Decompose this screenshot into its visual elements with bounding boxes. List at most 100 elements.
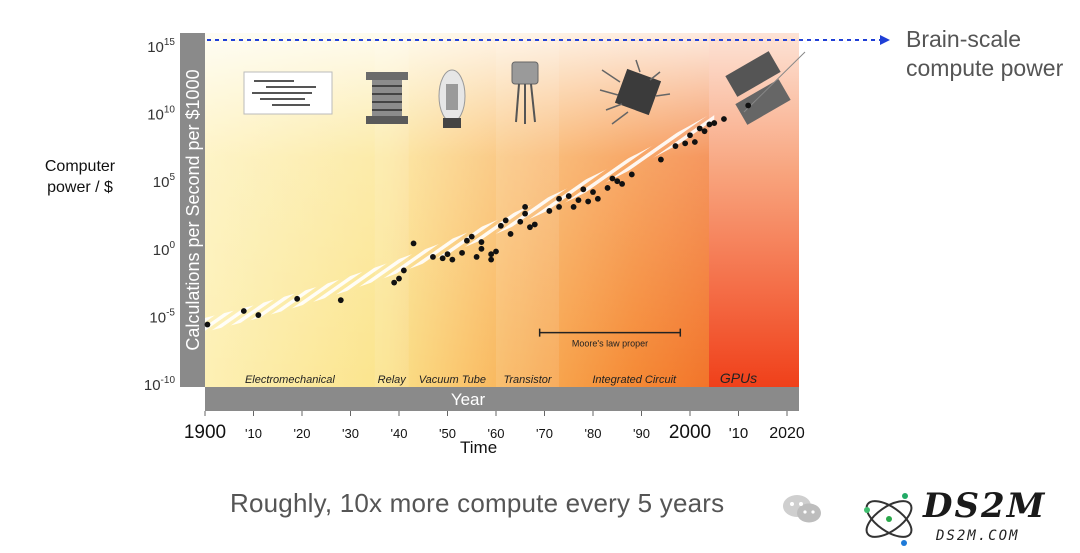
data-point bbox=[468, 233, 475, 240]
data-point bbox=[459, 249, 465, 256]
trend-band bbox=[205, 112, 715, 332]
data-point bbox=[478, 245, 485, 252]
data-point bbox=[590, 189, 596, 195]
brain-scale-line bbox=[207, 35, 890, 45]
data-point bbox=[614, 178, 621, 185]
data-point bbox=[701, 128, 708, 135]
data-point bbox=[687, 132, 693, 139]
vacuum-tube-icon bbox=[438, 69, 466, 128]
y-tick-labels: 1015 1010 105 100 10-5 10-10 bbox=[144, 37, 176, 394]
data-point bbox=[439, 255, 446, 262]
data-point bbox=[337, 297, 344, 304]
data-point bbox=[580, 186, 587, 193]
time-label: Time bbox=[460, 438, 498, 457]
y-tick-label: 10-5 bbox=[149, 307, 175, 326]
data-point bbox=[493, 248, 499, 255]
data-point bbox=[410, 240, 417, 247]
data-point bbox=[396, 275, 402, 282]
wechat-icon bbox=[783, 495, 821, 523]
data-point bbox=[507, 231, 514, 237]
brain-scale-label: Brain-scale compute power bbox=[906, 26, 1064, 81]
brain-scale-arrow-icon bbox=[880, 35, 890, 45]
data-point bbox=[478, 239, 485, 245]
data-point bbox=[594, 195, 601, 202]
data-point bbox=[556, 203, 562, 210]
y-tick-label: 1010 bbox=[147, 105, 175, 124]
y-axis-bar bbox=[180, 33, 205, 387]
data-point bbox=[522, 210, 528, 217]
data-point bbox=[745, 102, 752, 109]
x-tick-label: '70 bbox=[536, 426, 553, 441]
x-tick-label: '60 bbox=[488, 426, 505, 441]
x-tick-label: '40 bbox=[391, 426, 408, 441]
data-point bbox=[473, 254, 480, 260]
transistor-icon bbox=[511, 61, 539, 124]
data-point bbox=[682, 140, 689, 147]
data-point bbox=[294, 295, 301, 302]
data-point bbox=[706, 121, 713, 128]
brain-pointer-line bbox=[743, 51, 806, 113]
x-axis-bar bbox=[205, 387, 799, 411]
trend-band-shape bbox=[205, 112, 715, 332]
data-point bbox=[464, 237, 470, 244]
data-point bbox=[575, 197, 582, 204]
data-point bbox=[619, 181, 625, 187]
outer-y-label: Computer power / $ bbox=[44, 158, 116, 196]
data-points bbox=[204, 102, 752, 328]
data-point bbox=[556, 195, 562, 202]
data-point bbox=[696, 125, 703, 132]
ds2m-logo-text: DS2M bbox=[923, 486, 1047, 526]
data-point bbox=[672, 143, 679, 149]
x-tick-label: 1900 bbox=[184, 422, 226, 443]
data-point bbox=[522, 203, 528, 210]
data-point bbox=[488, 256, 495, 263]
data-point bbox=[609, 175, 616, 182]
data-point bbox=[255, 312, 262, 318]
y-tick-label: 1015 bbox=[147, 37, 175, 56]
x-tick-label: '10 bbox=[729, 425, 749, 442]
data-point bbox=[691, 139, 698, 145]
data-point bbox=[502, 217, 509, 224]
y-tick-label: 10-10 bbox=[144, 375, 176, 394]
moore-label: Moore's law proper bbox=[572, 339, 648, 349]
relay-icon bbox=[366, 72, 408, 124]
x-tick-label: '50 bbox=[439, 426, 456, 441]
x-tick-label: '30 bbox=[342, 426, 359, 441]
moores-law-annotation: Moore's law proper bbox=[538, 328, 682, 349]
ds2m-logo-icon bbox=[864, 493, 913, 546]
era-label: Electromechanical bbox=[245, 374, 335, 386]
data-point bbox=[488, 251, 495, 258]
compute-chart: Calculations per Second per $1000 Year bbox=[144, 33, 890, 443]
data-point bbox=[546, 208, 553, 214]
x-tick-label: 2000 bbox=[669, 422, 711, 443]
x-tick-label: '80 bbox=[585, 426, 602, 441]
x-tick-label: 2020 bbox=[769, 425, 805, 442]
data-point bbox=[604, 185, 611, 191]
x-tick-labels: 1900 '10 '20 '30 '40 '50 '60 '70 '80 '90 2000 '10 20… bbox=[184, 411, 805, 443]
data-point bbox=[391, 279, 398, 286]
x-tick-label: '20 bbox=[294, 426, 311, 441]
data-point bbox=[585, 198, 592, 205]
x-tick-label: '90 bbox=[633, 426, 650, 441]
data-point bbox=[711, 120, 718, 126]
data-point bbox=[449, 256, 456, 263]
era-label: Vacuum Tube bbox=[419, 374, 486, 386]
data-point bbox=[527, 224, 533, 231]
punch-card-icon bbox=[243, 71, 333, 115]
data-point bbox=[430, 254, 436, 260]
x-axis-title: Year bbox=[451, 390, 486, 409]
data-point bbox=[400, 267, 407, 274]
gpu-card-icon bbox=[725, 51, 791, 125]
data-point bbox=[628, 171, 635, 178]
era-label: Relay bbox=[378, 374, 408, 386]
y-tick-label: 100 bbox=[153, 240, 176, 259]
data-point bbox=[240, 308, 247, 314]
data-point bbox=[517, 218, 524, 225]
era-label: Integrated Circuit bbox=[592, 374, 677, 386]
era-label: GPUs bbox=[720, 370, 757, 386]
era-labels: Electromechanical Relay Vacuum Tube Transis… bbox=[245, 370, 757, 386]
data-point bbox=[721, 116, 727, 122]
data-point bbox=[497, 222, 504, 229]
y-axis-title: Calculations per Second per $1000 bbox=[183, 69, 203, 350]
data-point bbox=[570, 203, 577, 210]
